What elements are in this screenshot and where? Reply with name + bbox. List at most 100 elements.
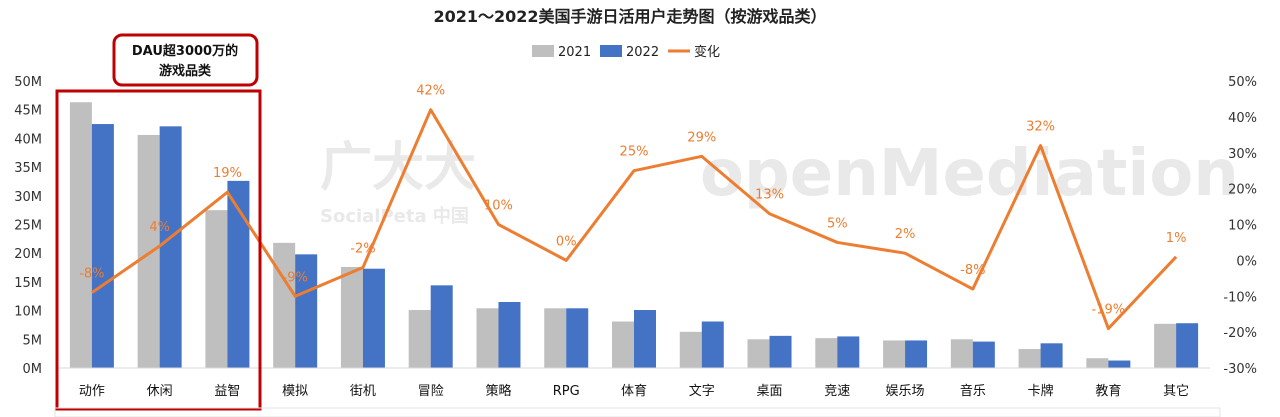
bar-2021 xyxy=(815,338,838,368)
x-category-label: 竞速 xyxy=(824,383,850,399)
change-data-label: 2% xyxy=(895,227,916,242)
bars xyxy=(69,102,1199,368)
change-data-label: 4% xyxy=(149,220,170,235)
x-category-label: 体育 xyxy=(621,383,647,399)
y-right-tick-label: 30% xyxy=(1228,147,1257,162)
x-category-label: 卡牌 xyxy=(1028,383,1054,399)
bar-2021 xyxy=(883,340,906,368)
change-data-label: 5% xyxy=(827,216,848,231)
bar-2022 xyxy=(634,310,656,368)
y-left-tick-label: 50M xyxy=(14,75,42,90)
y-left-tick-label: 30M xyxy=(14,190,42,205)
change-line-path xyxy=(91,108,1178,331)
legend-label: 变化 xyxy=(694,44,720,60)
callout-box xyxy=(112,33,259,87)
bar-2021 xyxy=(1086,358,1109,368)
x-category-label: 桌面 xyxy=(757,384,783,399)
callout-text: 游戏品类 xyxy=(159,63,212,79)
x-category-label: 冒险 xyxy=(418,384,444,399)
x-category-label: 街机 xyxy=(350,384,376,399)
bar-2022 xyxy=(498,301,521,368)
change-data-label: -2% xyxy=(350,242,375,257)
bar-2022 xyxy=(1176,323,1199,368)
x-category-label: 文字 xyxy=(689,384,715,399)
y-left-tick-label: 10M xyxy=(14,305,42,320)
x-category-label: 音乐 xyxy=(960,383,986,399)
bar-2022 xyxy=(227,180,250,368)
y-right-tick-label: 20% xyxy=(1228,183,1257,198)
legend-swatch xyxy=(532,45,554,57)
bar-2021 xyxy=(408,310,431,368)
x-category-label: 模拟 xyxy=(282,384,308,399)
bar-2022 xyxy=(430,285,453,368)
change-data-label: -8% xyxy=(79,267,104,282)
bottom-frame xyxy=(54,407,1221,417)
x-category-label: 休闲 xyxy=(147,384,173,399)
bar-2021 xyxy=(612,321,634,368)
y-left-tick-label: 5M xyxy=(23,333,43,348)
x-category-label: 策略 xyxy=(485,383,511,399)
bar-2022 xyxy=(769,335,792,368)
legend-swatch xyxy=(600,45,622,57)
y-right-tick-label: -30% xyxy=(1223,362,1257,377)
change-data-label: -9% xyxy=(283,270,308,285)
bar-2022 xyxy=(905,340,928,368)
legend: 2021 2022 变化 xyxy=(532,44,720,60)
bar-2021 xyxy=(273,242,296,368)
x-category-label: 动作 xyxy=(79,384,105,399)
legend-label: 2021 xyxy=(558,45,591,60)
change-data-label: 19% xyxy=(213,166,242,181)
bar-2022 xyxy=(159,126,182,368)
bar-2022 xyxy=(972,341,995,368)
change-data-label: 25% xyxy=(620,145,649,160)
y-left-tick-label: 35M xyxy=(14,161,42,176)
bar-2021 xyxy=(205,210,228,368)
bar-2022 xyxy=(91,124,114,368)
x-category-label: 娱乐场 xyxy=(886,384,925,399)
bar-2021 xyxy=(1018,349,1041,368)
bar-2022 xyxy=(362,268,385,368)
x-axis-categories: 动作 休闲 益智 模拟 街机 冒险 策略 RPG 体育 文字 桌面 竞速 娱乐场 音乐 卡牌 教育 其它 xyxy=(79,383,1189,399)
chart-title: 2021～2022美国手游日活用户走势图（按游戏品类） xyxy=(433,7,826,26)
y-left-tick-label: 0M xyxy=(23,362,43,377)
y-axis-left: 0M 5M 10M 15M 20M 25M 30M 35M 40M 45M 50M xyxy=(14,75,42,377)
y-left-tick-label: 45M xyxy=(14,104,42,119)
y-right-tick-label: -10% xyxy=(1223,290,1257,305)
callout-text: DAU超3000万的 xyxy=(132,43,238,59)
x-category-label: 其它 xyxy=(1163,383,1189,399)
y-right-tick-label: 10% xyxy=(1228,219,1257,234)
watermark-text: openMediation xyxy=(700,137,1239,211)
bar-2022 xyxy=(295,254,318,368)
y-left-tick-label: 40M xyxy=(14,132,42,147)
y-left-tick-label: 25M xyxy=(14,219,42,234)
y-right-tick-label: 0% xyxy=(1236,254,1257,269)
legend-label: 2022 xyxy=(626,45,659,60)
y-right-tick-label: 50% xyxy=(1228,75,1257,90)
change-data-label: 29% xyxy=(687,130,716,145)
highlight-box xyxy=(55,89,262,411)
bar-2021 xyxy=(544,308,567,368)
bar-2022 xyxy=(837,336,860,368)
bar-2022 xyxy=(1040,343,1063,368)
y-right-tick-label: 40% xyxy=(1228,111,1257,126)
bar-2021 xyxy=(679,331,702,368)
bar-2022 xyxy=(566,308,589,368)
change-data-label: 0% xyxy=(556,234,577,249)
change-data-label: 42% xyxy=(416,84,445,99)
bar-2021 xyxy=(340,266,363,368)
bar-2021 xyxy=(747,339,770,368)
change-data-label: -19% xyxy=(1092,303,1126,318)
y-right-tick-label: -20% xyxy=(1223,326,1257,341)
y-left-tick-label: 15M xyxy=(14,276,42,291)
y-left-tick-label: 20M xyxy=(14,247,42,262)
change-line: -8% 4% 19% -9% -2% 42% 10% 0% 25% 29% 13% 5% 2% -8% 32… xyxy=(79,84,1186,331)
x-category-label: 益智 xyxy=(214,384,240,399)
x-category-label: 教育 xyxy=(1095,383,1121,399)
change-data-label: 13% xyxy=(755,188,784,203)
y-axis-right: -30% -20% -10% 0% 10% 20% 30% 40% 50% xyxy=(1223,75,1257,377)
watermark-text: SocialPeta 中国 xyxy=(320,205,469,227)
bar-2021 xyxy=(69,102,92,368)
